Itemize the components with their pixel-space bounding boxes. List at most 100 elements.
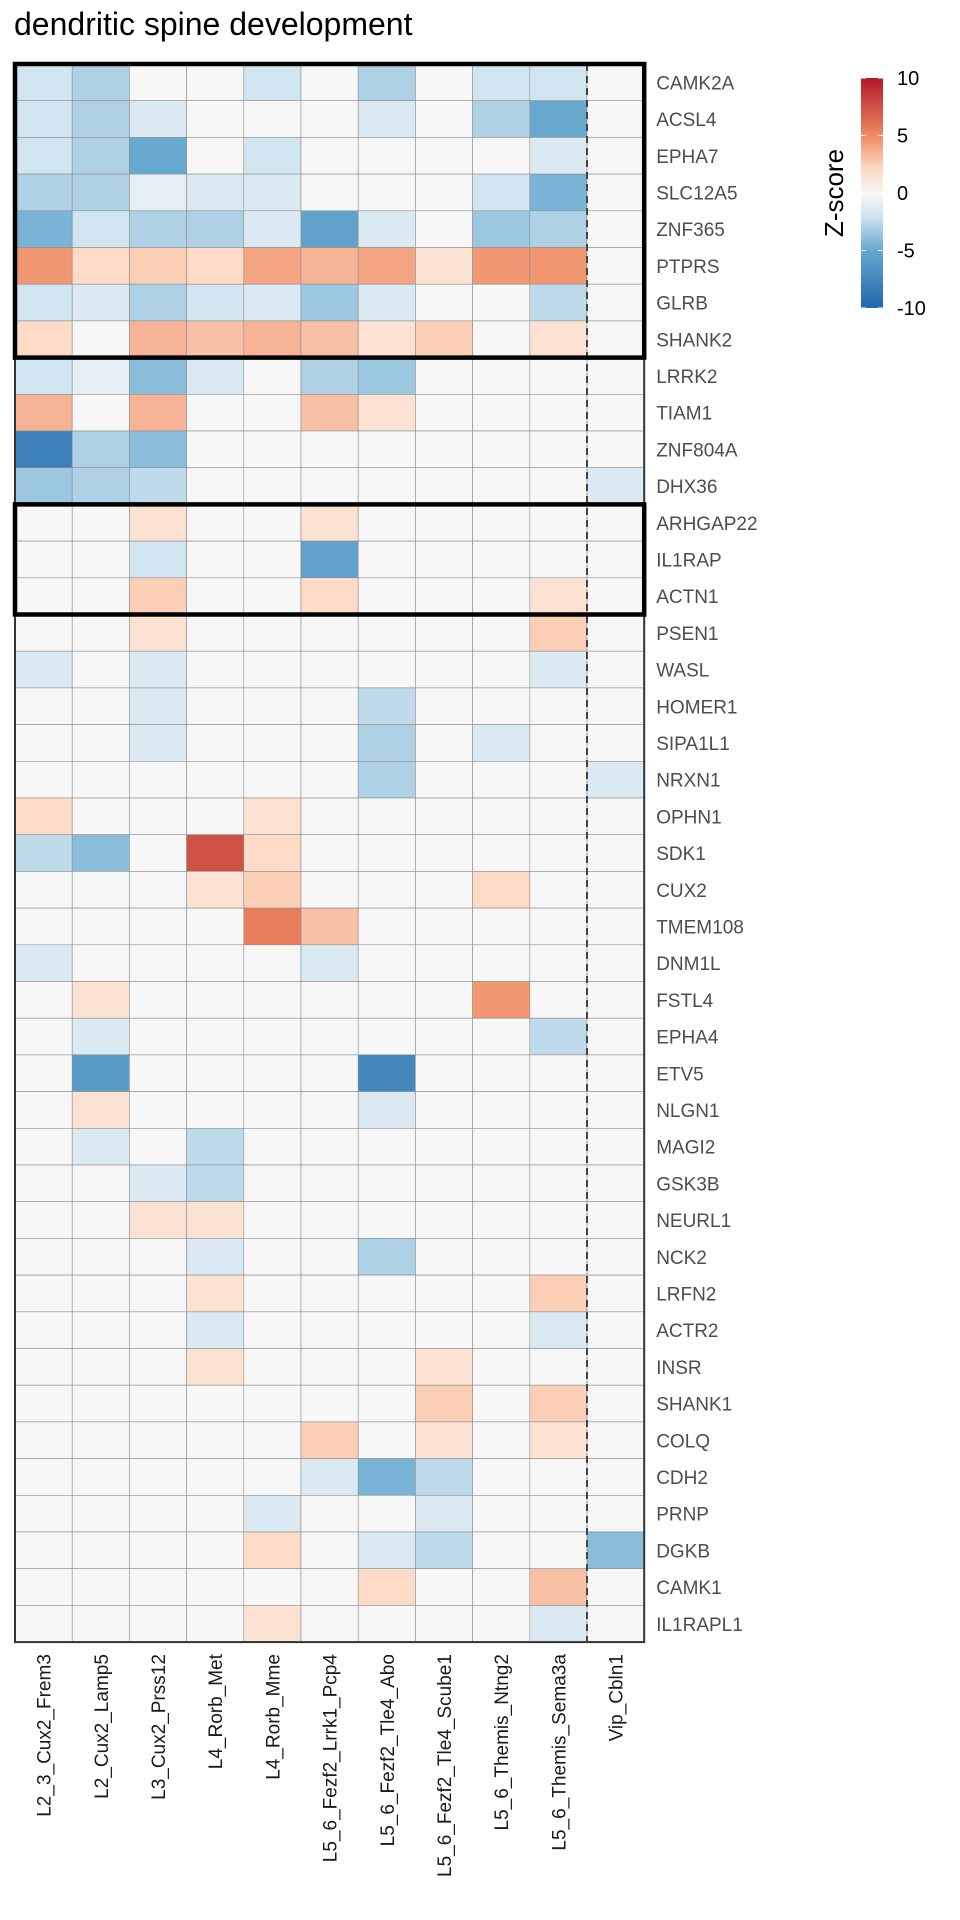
heatmap-cell [357, 1568, 416, 1606]
heatmap-cell [14, 1238, 73, 1276]
row-label: LRRK2 [656, 367, 717, 388]
heatmap-cell [586, 137, 645, 175]
heatmap-cell [129, 577, 187, 615]
heatmap-cell [415, 614, 473, 652]
heatmap-cell [357, 944, 416, 982]
heatmap-cell [129, 1384, 187, 1423]
heatmap-cell [186, 614, 245, 652]
heatmap-cell [243, 1238, 302, 1276]
column-label: L2_Cux2_Lamp5 [92, 1654, 113, 1799]
heatmap-cell [586, 907, 645, 946]
heatmap-cell [415, 687, 473, 725]
heatmap-cells [14, 63, 645, 1643]
heatmap-cell [472, 1311, 531, 1349]
heatmap-cell [300, 797, 359, 836]
heatmap-cell [415, 760, 473, 799]
heatmap-cell [300, 871, 359, 909]
heatmap-cell [415, 283, 473, 322]
heatmap-cell [129, 760, 187, 799]
heatmap-cell [71, 1128, 130, 1166]
heatmap-cell [529, 1348, 588, 1386]
heatmap-cell [300, 1568, 359, 1606]
heatmap-cell [300, 247, 359, 285]
heatmap-cell [14, 1568, 73, 1606]
heatmap-cell [71, 871, 130, 909]
heatmap-cell [186, 283, 245, 322]
heatmap-cell [243, 1017, 302, 1056]
heatmap-cell [186, 871, 245, 909]
heatmap-cell [71, 63, 130, 102]
heatmap-cell [472, 540, 531, 579]
heatmap-cell [243, 760, 302, 799]
heatmap-cell [586, 1091, 645, 1129]
heatmap-cell [243, 1054, 302, 1092]
heatmap-cell [357, 981, 416, 1019]
heatmap-cell [415, 467, 473, 505]
heatmap-cell [415, 1201, 473, 1239]
heatmap-cell [14, 1458, 73, 1496]
heatmap-cell [71, 797, 130, 836]
legend-tick-label: 5 [897, 126, 908, 148]
row-label: MAGI2 [656, 1138, 715, 1159]
heatmap-cell [586, 724, 645, 762]
heatmap-cell [71, 1421, 130, 1459]
heatmap-cell [71, 1164, 130, 1203]
heatmap-cell [300, 1311, 359, 1349]
row-label: ACSL4 [656, 110, 717, 131]
heatmap-cell [14, 393, 73, 432]
heatmap-cell [529, 1017, 588, 1056]
heatmap-cell [529, 871, 588, 909]
heatmap-cell [357, 100, 416, 138]
heatmap-cell [472, 724, 531, 762]
heatmap-cell [415, 981, 473, 1019]
heatmap-cell [357, 1531, 416, 1570]
heatmap-cell [529, 320, 588, 358]
heatmap-cell [300, 1458, 359, 1496]
heatmap-cell [300, 1054, 359, 1092]
heatmap-cell [415, 1458, 473, 1496]
heatmap-cell [415, 1164, 473, 1203]
heatmap-cell [357, 210, 416, 248]
heatmap-cell [586, 1495, 645, 1533]
row-label: ZNF365 [656, 220, 725, 241]
heatmap-cell [472, 871, 531, 909]
heatmap-cell [186, 247, 245, 285]
heatmap-cell [243, 1311, 302, 1349]
heatmap-cell [586, 1384, 645, 1423]
heatmap-cell [357, 173, 416, 212]
heatmap-cell [186, 320, 245, 358]
heatmap-cell [71, 650, 130, 689]
heatmap-cell [357, 320, 416, 358]
heatmap-cell [586, 981, 645, 1019]
heatmap-cell [129, 981, 187, 1019]
row-label: CUX2 [656, 881, 707, 902]
row-label: CDH2 [656, 1468, 708, 1489]
row-label: SDK1 [656, 844, 706, 865]
heatmap-cell [357, 504, 416, 542]
row-label: CAMK1 [656, 1578, 721, 1599]
heatmap-cell [357, 540, 416, 579]
row-label: PSEN1 [656, 624, 718, 645]
heatmap-cell [529, 357, 588, 395]
heatmap-cell [14, 577, 73, 615]
heatmap-cell [472, 1421, 531, 1459]
heatmap-cell [357, 1054, 416, 1092]
heatmap-cell [300, 540, 359, 579]
heatmap-cell [357, 247, 416, 285]
heatmap-cell [357, 1238, 416, 1276]
heatmap-cell [357, 1128, 416, 1166]
heatmap-cell [357, 283, 416, 322]
heatmap-cell [586, 1568, 645, 1606]
heatmap-cell [586, 1017, 645, 1056]
highlight-box [12, 502, 647, 617]
heatmap-cell [129, 1605, 187, 1643]
heatmap-cell [586, 320, 645, 358]
heatmap-cell [186, 1017, 245, 1056]
heatmap-cell [586, 1605, 645, 1643]
heatmap-cell [472, 1238, 531, 1276]
row-labels: CAMK2A ACSL4 EPHA7 SLC12A5 ZNF365 PTPRS GLRB SH… [656, 73, 757, 1635]
heatmap-cell [415, 63, 473, 102]
heatmap-cell [129, 1164, 187, 1203]
heatmap-cell [300, 687, 359, 725]
